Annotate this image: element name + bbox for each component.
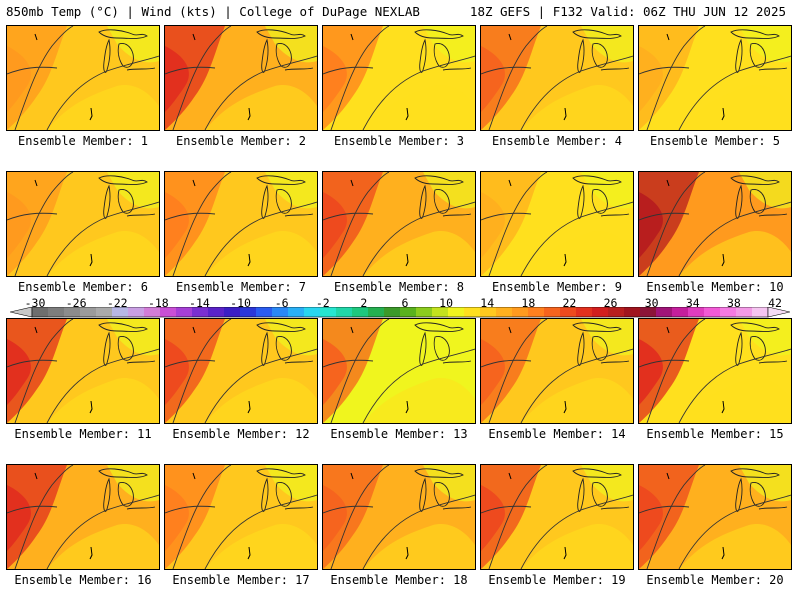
temperature-colorbar: -30 -26 -22 -18 -14 -10 -6 -2 2 6 10 14 18 22 26 30 34 38… — [10, 296, 790, 320]
colorbar-tick-label: -14 — [189, 296, 210, 310]
ensemble-member-label: Ensemble Member: 17 — [172, 573, 310, 587]
colorbar-tick-label: -18 — [147, 296, 169, 310]
colorbar-tick-label: 38 — [726, 296, 741, 310]
ensemble-member-map-19 — [480, 464, 634, 570]
colorbar-tick-label: 26 — [603, 296, 618, 310]
ensemble-member-label: Ensemble Member: 12 — [172, 427, 310, 441]
ensemble-member-label: Ensemble Member: 5 — [649, 134, 781, 148]
colorbar-tick-label: 34 — [685, 296, 700, 310]
ensemble-member-map-2 — [164, 25, 318, 131]
ensemble-member-map-11 — [6, 318, 160, 424]
ensemble-member-label: Ensemble Member: 10 — [646, 280, 784, 294]
ensemble-member-map-16 — [6, 464, 160, 570]
colorbar-tick-label: -10 — [230, 296, 251, 310]
ensemble-member-label: Ensemble Member: 2 — [175, 134, 307, 148]
ensemble-member-label: Ensemble Member: 11 — [14, 427, 152, 441]
ensemble-member-map-6 — [6, 171, 160, 277]
colorbar-tick-label: -6 — [274, 296, 289, 310]
ensemble-member-map-8 — [322, 171, 476, 277]
ensemble-member-map-3 — [322, 25, 476, 131]
ensemble-member-map-4 — [480, 25, 634, 131]
ensemble-member-label: Ensemble Member: 9 — [491, 280, 623, 294]
ensemble-member-map-5 — [638, 25, 792, 131]
ensemble-member-map-13 — [322, 318, 476, 424]
ensemble-member-map-17 — [164, 464, 318, 570]
colorbar-tick-label: 14 — [480, 296, 495, 310]
ensemble-member-map-14 — [480, 318, 634, 424]
ensemble-member-label: Ensemble Member: 20 — [646, 573, 784, 587]
ensemble-member-label: Ensemble Member: 15 — [646, 427, 784, 441]
colorbar-tick-label: 2 — [360, 296, 368, 310]
ensemble-member-label: Ensemble Member: 19 — [488, 573, 626, 587]
colorbar-tick-label: -22 — [106, 296, 128, 310]
ensemble-member-label: Ensemble Member: 4 — [491, 134, 623, 148]
colorbar-tick-label: 18 — [521, 296, 536, 310]
ensemble-member-map-10 — [638, 171, 792, 277]
colorbar-tick-label: 10 — [439, 296, 454, 310]
ensemble-member-map-9 — [480, 171, 634, 277]
colorbar-tick-label: 30 — [644, 296, 659, 310]
ensemble-member-map-18 — [322, 464, 476, 570]
colorbar-scale — [10, 307, 790, 318]
ensemble-member-label: Ensemble Member: 18 — [330, 573, 468, 587]
ensemble-member-label: Ensemble Member: 14 — [488, 427, 626, 441]
map-title: 850mb Temp (°C) | Wind (kts) | College o… — [6, 4, 420, 19]
ensemble-member-label: Ensemble Member: 3 — [333, 134, 465, 148]
ensemble-member-label: Ensemble Member: 16 — [14, 573, 152, 587]
ensemble-member-map-20 — [638, 464, 792, 570]
ensemble-member-map-1 — [6, 25, 160, 131]
colorbar-tick-label: 42 — [768, 296, 782, 310]
ensemble-member-label: Ensemble Member: 13 — [330, 427, 468, 441]
colorbar-tick-label: -30 — [24, 296, 46, 310]
colorbar-tick-label: 22 — [562, 296, 577, 310]
ensemble-member-map-12 — [164, 318, 318, 424]
colorbar-tick-label: -2 — [315, 296, 330, 310]
ensemble-member-map-15 — [638, 318, 792, 424]
run-valid-time: 18Z GEFS | F132 Valid: 06Z THU JUN 12 20… — [469, 4, 786, 19]
colorbar-tick-label: 6 — [401, 296, 409, 310]
ensemble-member-label: Ensemble Member: 7 — [175, 280, 307, 294]
ensemble-member-map-7 — [164, 171, 318, 277]
ensemble-member-label: Ensemble Member: 6 — [17, 280, 149, 294]
ensemble-member-label: Ensemble Member: 1 — [17, 134, 149, 148]
ensemble-member-label: Ensemble Member: 8 — [333, 280, 465, 294]
colorbar-tick-label: -26 — [65, 296, 87, 310]
